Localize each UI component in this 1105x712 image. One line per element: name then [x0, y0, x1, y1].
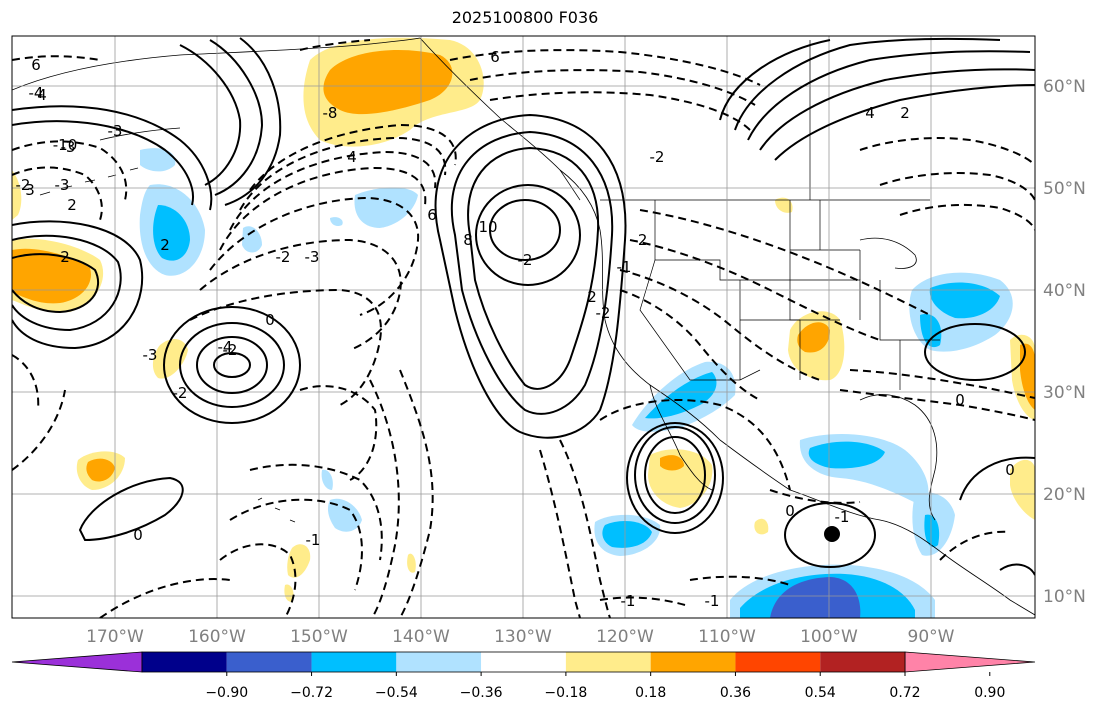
contour-label: 6: [31, 56, 41, 74]
map-title: 2025100800 F036: [451, 8, 599, 27]
lon-label: 110°W: [698, 627, 756, 647]
colorbar-tick-label: −0.18: [544, 685, 587, 701]
contour-label: -2: [276, 248, 291, 266]
longitude-labels: 170°W 160°W 150°W 140°W 130°W 120°W 110°W 100°W…: [86, 627, 955, 647]
lat-label: 10°N: [1043, 587, 1086, 607]
colorbar-tick-label: 0.72: [889, 685, 920, 701]
contour-label: -1: [835, 508, 850, 526]
colorbar-segment: [820, 652, 905, 672]
map-background: [12, 36, 1035, 618]
political-borders: [559, 40, 940, 390]
lon-label: 90°W: [908, 627, 955, 647]
contour-label: 0: [955, 391, 965, 409]
contour-label: -4: [218, 338, 233, 356]
contour-label: 4: [865, 104, 875, 122]
shaded-fields: [12, 37, 1035, 618]
storm-center-marker: [824, 526, 840, 542]
contour-label: 2: [900, 104, 910, 122]
colorbar-segment: [311, 652, 397, 672]
contour-label: 10: [478, 218, 497, 236]
contour-label: 6: [490, 48, 500, 66]
lon-label: 140°W: [392, 627, 450, 647]
contour-label: -3: [61, 138, 76, 156]
latitude-labels: 60°N 50°N 40°N 30°N 20°N 10°N: [1043, 77, 1086, 607]
lon-label: 100°W: [800, 627, 858, 647]
colorbar-tick-label: 0.36: [720, 685, 751, 701]
contour-label: 0: [265, 311, 275, 329]
contour-label: 4: [37, 86, 47, 104]
colorbar-segment: [226, 652, 312, 672]
lat-lon-grid: [12, 36, 1035, 618]
contour-label: 2: [67, 196, 77, 214]
contour-label: -2: [518, 251, 533, 269]
colorbar-tick-label: −0.72: [290, 685, 333, 701]
contour-label: -2: [650, 148, 665, 166]
contour-label: -1: [617, 258, 632, 276]
contour-label: -2: [633, 231, 648, 249]
colorbar-tick-label: 0.54: [805, 685, 836, 701]
contour-label: -3: [108, 122, 123, 140]
positive-contours: [12, 37, 1035, 576]
lon-label: 160°W: [188, 627, 246, 647]
contour-label: -2: [173, 384, 188, 402]
lat-label: 60°N: [1043, 77, 1086, 97]
map-frame: [11, 35, 1036, 619]
contour-label: -2: [596, 304, 611, 322]
colorbar-segment: [565, 652, 651, 672]
colorbar-segment: [650, 652, 736, 672]
contour-label: -1: [621, 592, 636, 610]
lat-label: 20°N: [1043, 485, 1086, 505]
contour-label: -2: [16, 176, 31, 194]
colorbar-segment: [481, 652, 566, 672]
colorbar: −0.90 −0.72 −0.54 −0.36 −0.18 0.18 0.36 0.54 0.7…: [11, 651, 1036, 701]
contour-label: -1: [705, 592, 720, 610]
colorbar-tick-label: −0.36: [460, 685, 503, 701]
contour-label: -2: [223, 341, 238, 359]
contour-label: 0: [133, 526, 143, 544]
lon-label: 150°W: [290, 627, 348, 647]
contour-label: -3: [305, 248, 320, 266]
contour-label: -8: [323, 104, 338, 122]
contour-label: -4: [29, 84, 44, 102]
contour-label: 4: [347, 148, 357, 166]
colorbar-segment: [142, 652, 227, 672]
contour-label: 2: [587, 288, 597, 306]
lat-label: 50°N: [1043, 179, 1086, 199]
lat-label: 40°N: [1043, 281, 1086, 301]
contour-label: -1: [306, 531, 321, 549]
lon-label: 170°W: [86, 627, 144, 647]
contour-label: 3: [25, 181, 35, 199]
negative-contours: [12, 39, 1035, 618]
colorbar-extend-high: [904, 651, 1036, 673]
lon-label: 130°W: [494, 627, 552, 647]
lon-label: 120°W: [596, 627, 654, 647]
contour-label: 2: [60, 248, 70, 266]
contour-label: 0: [785, 502, 795, 520]
colorbar-tick-label: 0.90: [974, 685, 1005, 701]
colorbar-tick-label: −0.54: [375, 685, 418, 701]
colorbar-tick-label: 0.18: [635, 685, 666, 701]
contour-label: 2: [160, 236, 170, 254]
contour-label: 0: [1005, 461, 1015, 479]
colorbar-extend-low: [11, 651, 143, 673]
contour-label: -3: [55, 176, 70, 194]
colorbar-frame: [141, 651, 906, 673]
lat-label: 30°N: [1043, 383, 1086, 403]
contour-label: 8: [463, 231, 473, 249]
colorbar-tick-label: −0.90: [205, 685, 248, 701]
contour-label: -10: [53, 136, 78, 154]
contour-label: 6: [427, 206, 437, 224]
colorbar-segment: [735, 652, 821, 672]
colorbar-segment: [396, 652, 482, 672]
contour-label: -3: [143, 346, 158, 364]
